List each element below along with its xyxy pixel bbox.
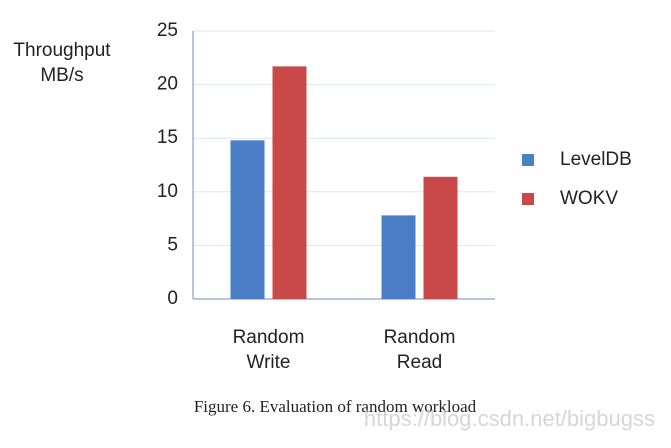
bar [230, 140, 265, 299]
legend-label: LevelDB [560, 149, 632, 170]
y-axis-label: Throughput MB/s [13, 40, 111, 86]
bar [272, 66, 307, 299]
legend-label: WOKV [560, 188, 618, 209]
y-tick-label: 0 [167, 288, 178, 309]
y-tick-label: 10 [157, 181, 178, 202]
caption: Figure 6. Evaluation of random workload [194, 397, 477, 416]
watermark: https://blog.csdn.net/bigbugss [364, 406, 655, 431]
bar [381, 215, 416, 299]
x-tick-label: Random Write [233, 327, 305, 373]
legend-swatch [522, 193, 534, 205]
legend-swatch [522, 154, 534, 166]
y-tick-label: 20 [157, 74, 178, 95]
y-tick-label: 5 [167, 234, 178, 255]
y-tick-label: 25 [157, 20, 178, 41]
x-tick-label: Random Read [384, 327, 456, 373]
y-tick-label: 15 [157, 127, 178, 148]
bar [423, 176, 458, 299]
